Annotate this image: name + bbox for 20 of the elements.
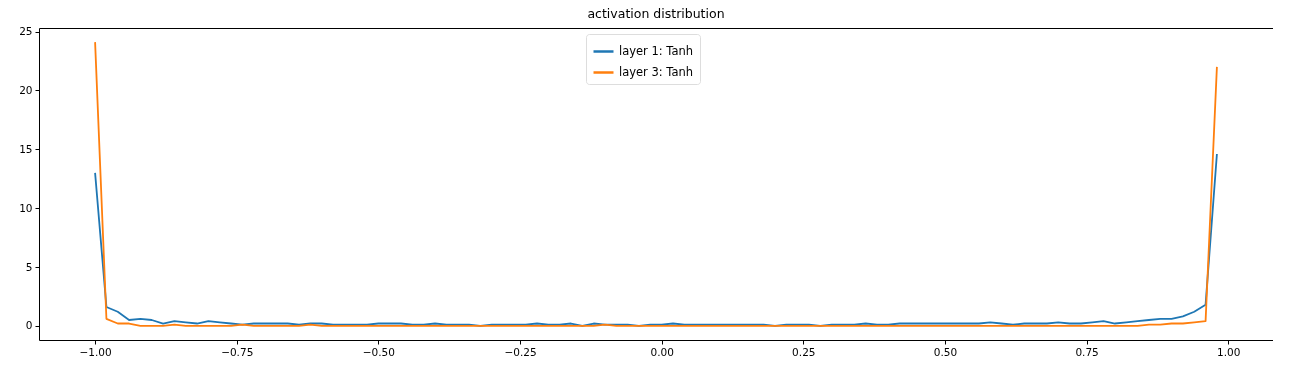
x-tick-label: −0.25	[504, 345, 537, 358]
y-tick-label: 10	[19, 201, 33, 214]
x-tick-label: −0.50	[362, 345, 395, 358]
y-tick-label: 5	[25, 260, 33, 273]
y-tick-label: 20	[19, 83, 33, 96]
y-tick-label: 25	[19, 25, 33, 38]
x-tick-label: 1.00	[1217, 345, 1241, 358]
x-tick-label: 0.25	[792, 345, 816, 358]
x-tick-label: −1.00	[79, 345, 112, 358]
y-tick-label: 15	[19, 142, 33, 155]
chart-title: activation distribution	[587, 6, 725, 22]
x-tick-label: 0.75	[1075, 345, 1099, 358]
legend-label: layer 1: Tanh	[619, 43, 694, 58]
x-tick-label: 0.00	[650, 345, 674, 358]
x-tick-label: −0.75	[221, 345, 254, 358]
x-tick-label: 0.50	[933, 345, 958, 358]
y-tick-label: 0	[25, 319, 33, 332]
legend-label: layer 3: Tanh	[619, 64, 694, 79]
line-series	[94, 153, 1218, 327]
line-series	[94, 41, 1218, 327]
